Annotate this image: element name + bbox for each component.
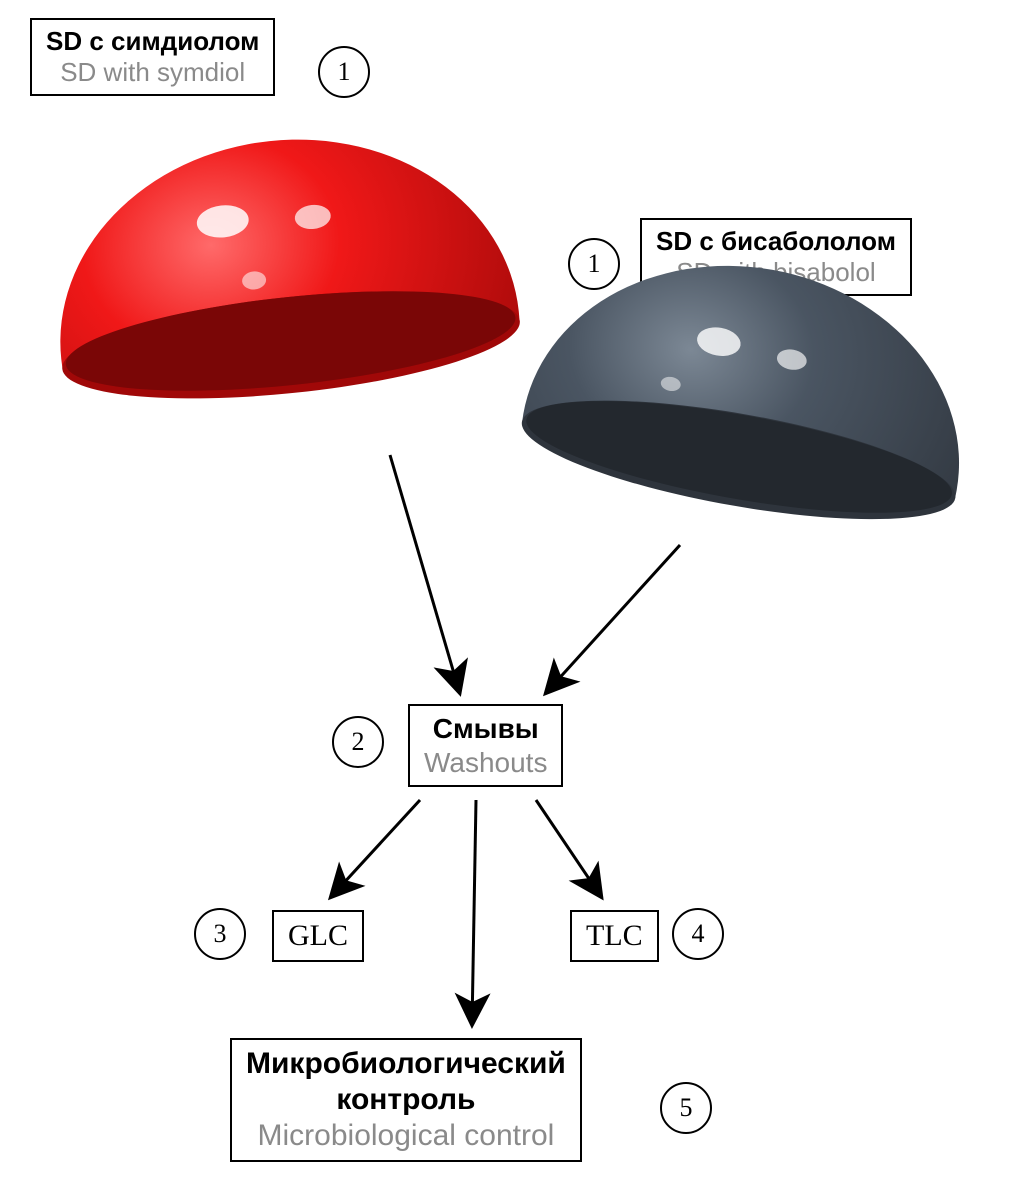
arrow-red-to-washouts: [390, 455, 460, 694]
box-tlc-label: TLC: [586, 918, 643, 954]
dome-red-icon: [41, 117, 539, 553]
box-symdiol: SD с симдиолом SD with symdiol: [30, 18, 275, 96]
dome-blue-icon: [491, 232, 989, 673]
step-number-5: 5: [660, 1082, 712, 1134]
step-number-3: 3: [194, 908, 246, 960]
box-glc-label: GLC: [288, 918, 348, 954]
box-washouts: Смывы Washouts: [408, 704, 563, 787]
box-symdiol-line1: SD с симдиолом: [46, 26, 259, 57]
box-washouts-line2: Washouts: [424, 746, 547, 780]
step-number-1b-label: 1: [588, 249, 601, 279]
box-bisabolol: SD с бисабололом SD with bisabolol: [640, 218, 912, 296]
arrow-wash-to-tlc: [536, 800, 602, 898]
box-micro-line1b: контроль: [246, 1082, 566, 1118]
box-micro-line2: Microbiological control: [246, 1118, 566, 1154]
arrow-wash-to-glc: [330, 800, 420, 898]
arrow-blue-to-washouts: [545, 545, 680, 694]
step-number-1a-label: 1: [338, 57, 351, 87]
box-bisabolol-line1: SD с бисабололом: [656, 226, 896, 257]
box-symdiol-line2: SD with symdiol: [46, 57, 259, 88]
step-number-2-label: 2: [352, 727, 365, 757]
box-micro-line1: Микробиологический: [246, 1046, 566, 1082]
step-number-4-label: 4: [692, 919, 705, 949]
box-micro: Микробиологический контроль Microbiologi…: [230, 1038, 582, 1162]
step-number-2: 2: [332, 716, 384, 768]
box-bisabolol-line2: SD with bisabolol: [656, 257, 896, 288]
step-number-1b: 1: [568, 238, 620, 290]
diagram-svg: [0, 0, 1028, 1178]
box-tlc: TLC: [570, 910, 659, 962]
box-glc: GLC: [272, 910, 364, 962]
step-number-1a: 1: [318, 46, 370, 98]
step-number-3-label: 3: [214, 919, 227, 949]
step-number-4: 4: [672, 908, 724, 960]
arrow-wash-to-micro: [472, 800, 476, 1026]
step-number-5-label: 5: [680, 1093, 693, 1123]
box-washouts-line1: Смывы: [424, 712, 547, 746]
